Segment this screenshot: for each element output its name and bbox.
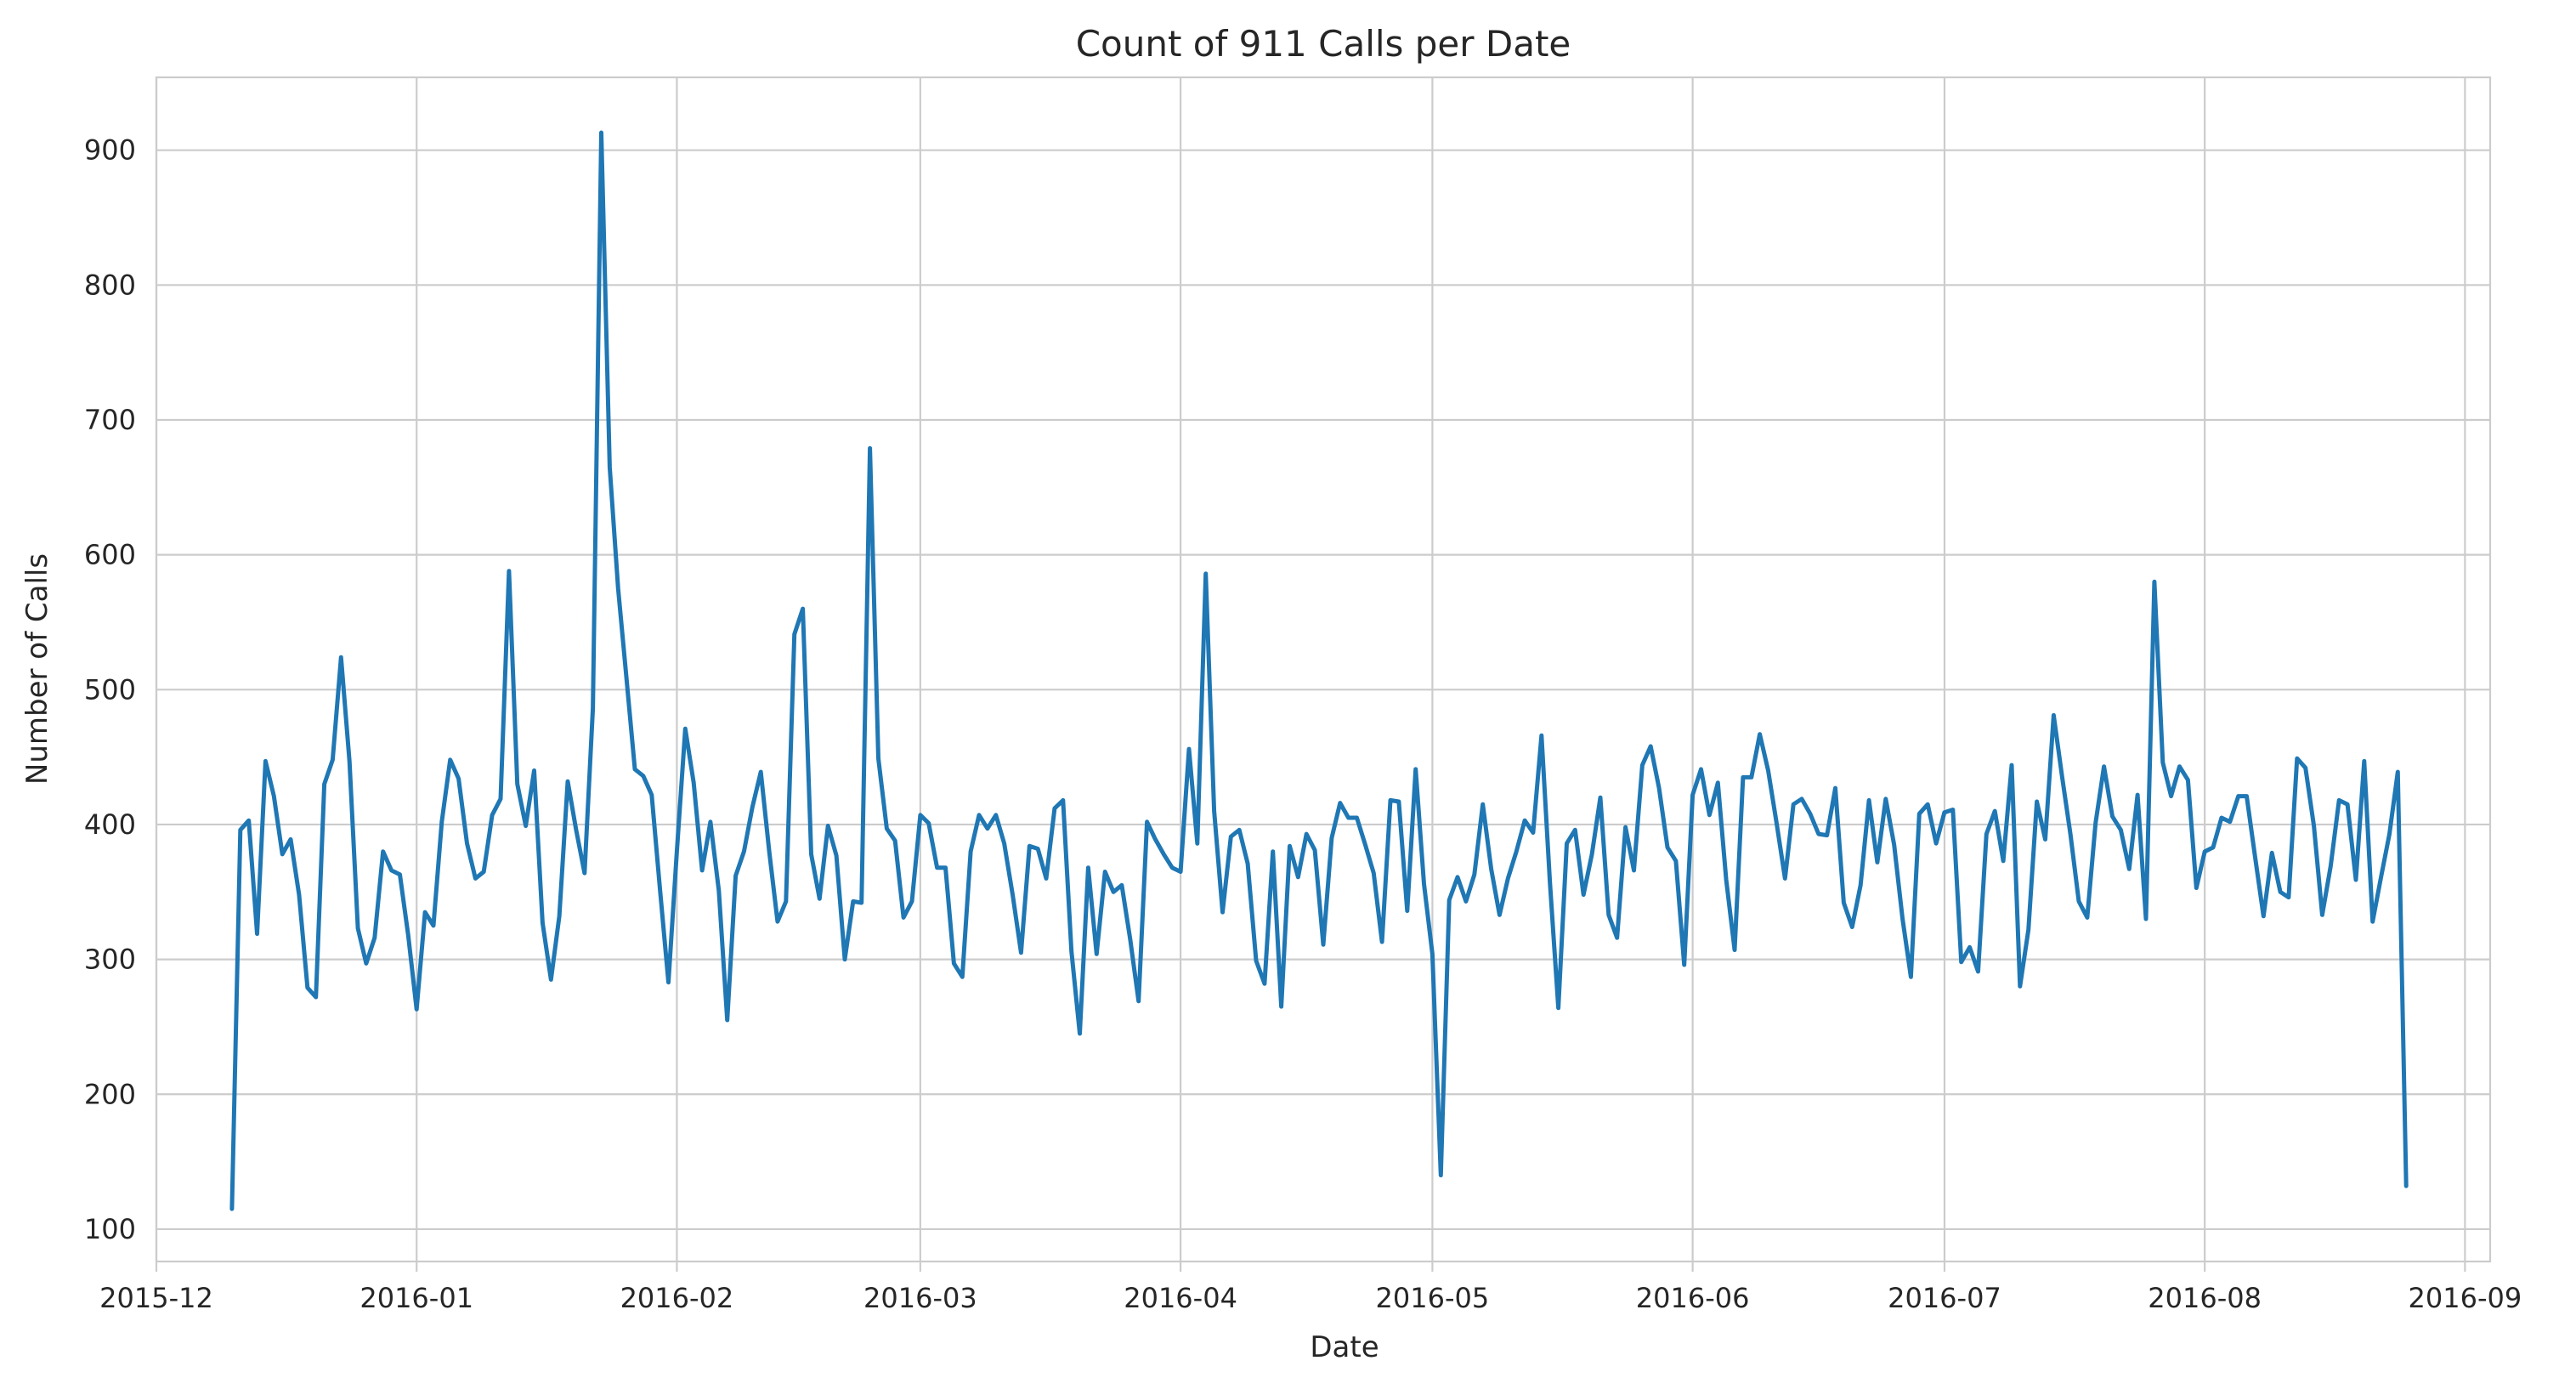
x-tick-label-2016-02: 2016-02 [620, 1282, 734, 1314]
x-tick-label-2016-04: 2016-04 [1124, 1282, 1237, 1314]
x-tick-label-2016-06: 2016-06 [1636, 1282, 1750, 1314]
y-tick-label-700: 700 [84, 404, 136, 436]
y-axis-label: Number of Calls [20, 553, 54, 785]
x-axis-label: Date [1310, 1330, 1379, 1364]
x-tick-label-2016-09: 2016-09 [2409, 1282, 2522, 1314]
series-line-0 [229, 130, 2409, 1211]
x-tick-label-2016-07: 2016-07 [1888, 1282, 2001, 1314]
x-tick-label-2016-01: 2016-01 [360, 1282, 473, 1314]
y-tick-label-800: 800 [84, 269, 136, 301]
x-tick-label-2016-05: 2016-05 [1376, 1282, 1490, 1314]
y-tick-label-400: 400 [84, 808, 136, 841]
y-tick-label-900: 900 [84, 134, 136, 167]
chart-title: Count of 911 Calls per Date [1076, 23, 1571, 65]
x-tick-label-2016-08: 2016-08 [2148, 1282, 2262, 1314]
x-tick-label-2016-03: 2016-03 [863, 1282, 977, 1314]
axis-ticks: 100 200 300 400 500 600 700 800 900 2015-12 2016-0… [84, 134, 2522, 1314]
y-tick-label-100: 100 [84, 1213, 136, 1245]
gridlines [155, 77, 2490, 1261]
y-tick-label-300: 300 [84, 944, 136, 976]
series-layer [229, 130, 2409, 1211]
x-tick-label-2015-12: 2015-12 [99, 1282, 213, 1314]
y-tick-label-600: 600 [84, 539, 136, 571]
y-tick-label-500: 500 [84, 673, 136, 706]
y-tick-label-200: 200 [84, 1078, 136, 1110]
plot-frame [155, 76, 2492, 1263]
